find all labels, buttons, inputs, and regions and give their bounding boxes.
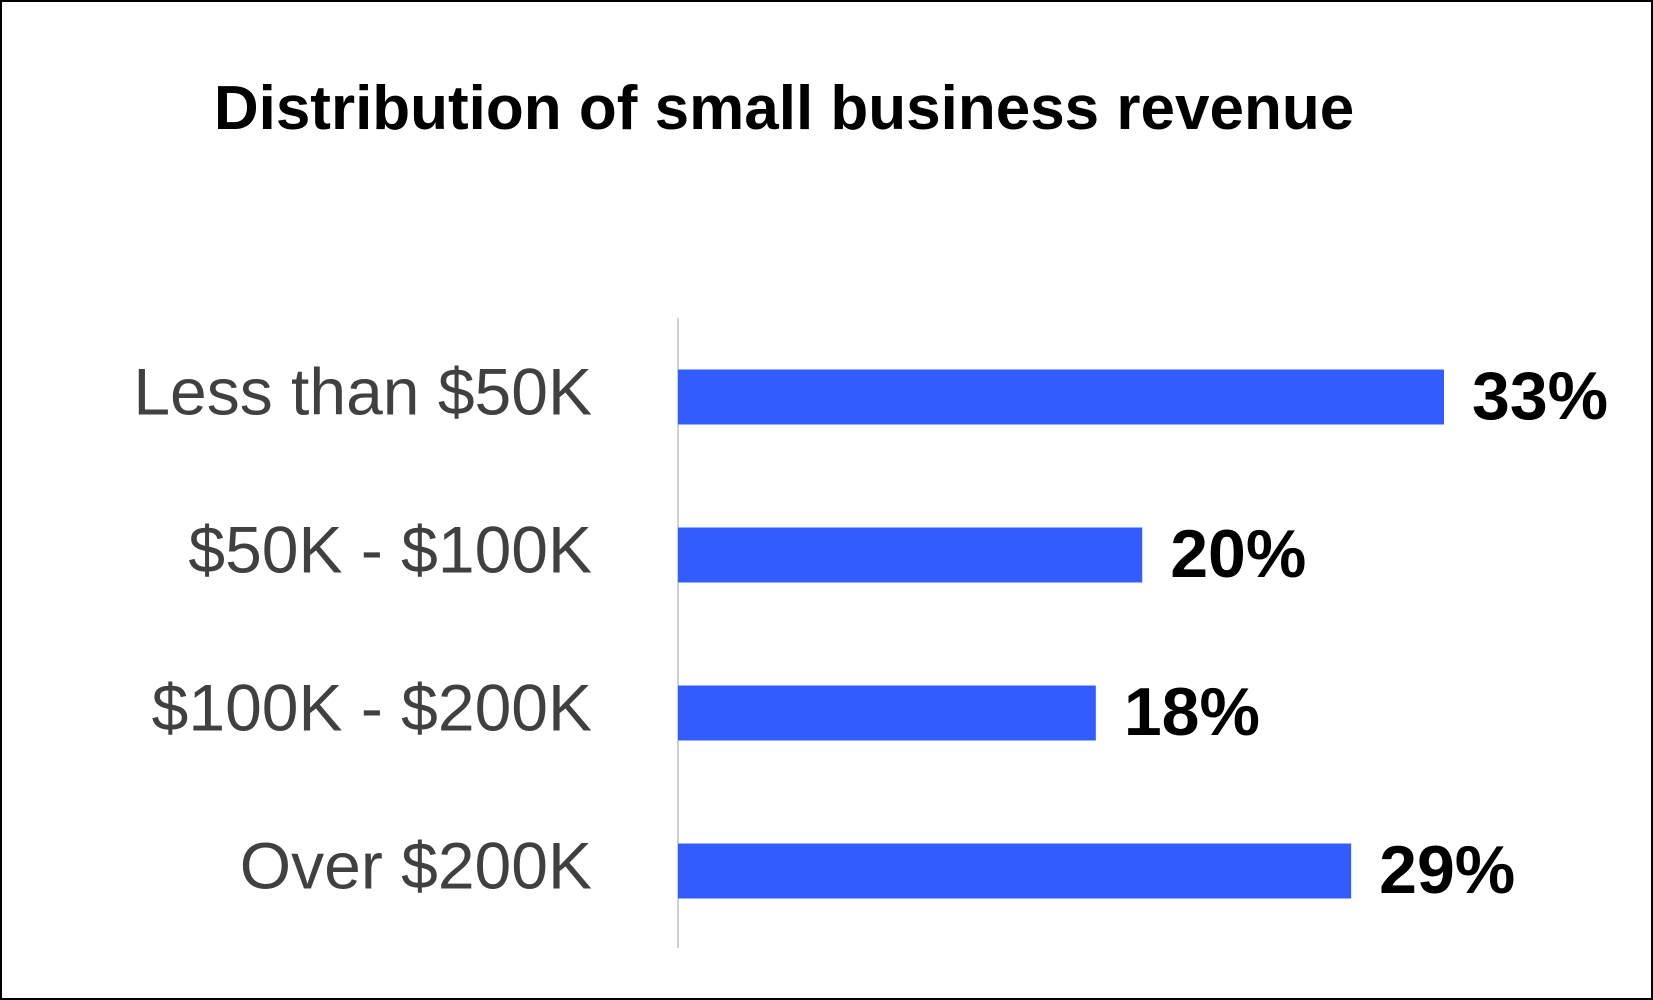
y-tick-label: $100K - $200K bbox=[152, 670, 592, 744]
bar bbox=[678, 843, 1352, 899]
y-tick-label: Less than $50K bbox=[133, 354, 592, 428]
y-tick-label: $50K - $100K bbox=[188, 512, 592, 586]
data-label: 18% bbox=[1124, 674, 1260, 750]
bar bbox=[678, 369, 1444, 425]
data-label: 33% bbox=[1472, 358, 1608, 434]
bar bbox=[678, 527, 1143, 583]
y-tick-label: Over $200K bbox=[240, 828, 592, 902]
data-label: 20% bbox=[1170, 516, 1306, 592]
bar bbox=[678, 685, 1096, 741]
data-label: 29% bbox=[1379, 832, 1515, 908]
chart-title: Distribution of small business revenue bbox=[213, 74, 1355, 143]
